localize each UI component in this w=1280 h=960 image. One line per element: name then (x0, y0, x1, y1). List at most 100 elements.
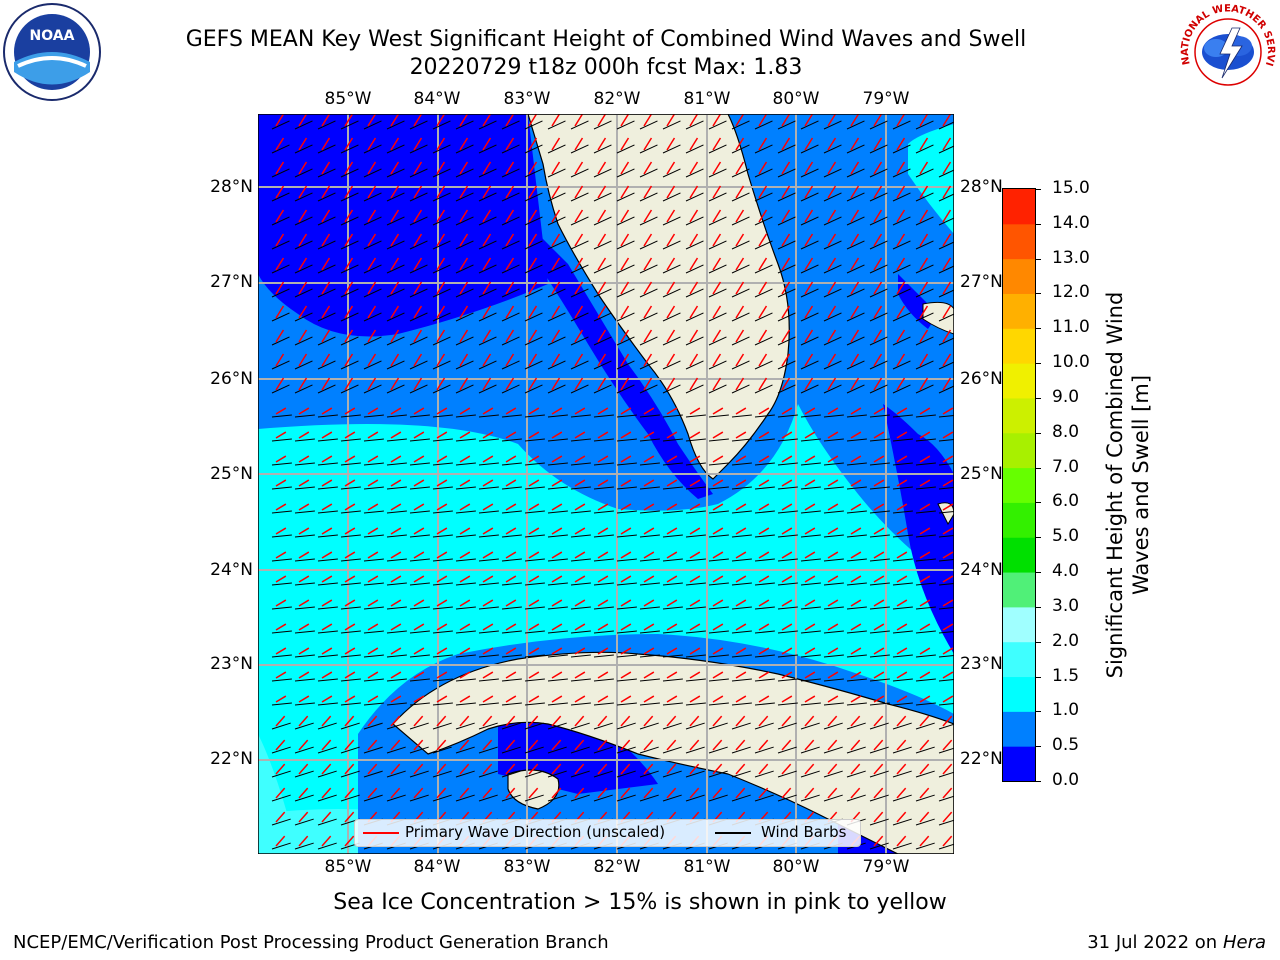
wave-direction-arrow (781, 715, 792, 727)
wind-barb (524, 264, 543, 274)
wind-barb (547, 462, 568, 466)
wind-barb (386, 168, 405, 178)
wind-barb (455, 678, 476, 682)
wind-barb (340, 582, 361, 586)
wave-direction-arrow (390, 551, 402, 559)
wave-direction-arrow (275, 575, 287, 583)
wind-barb (639, 702, 660, 706)
wind-barb (386, 654, 407, 658)
wave-direction-arrow (321, 763, 332, 775)
wind-barb (685, 120, 704, 130)
wind-barb (754, 702, 775, 706)
wave-direction-arrow (275, 329, 285, 343)
wave-direction-arrow (942, 161, 952, 175)
wave-direction-arrow (712, 715, 723, 727)
wind-barb (731, 746, 751, 754)
wind-barb (409, 414, 430, 418)
wind-barb (501, 438, 522, 442)
wind-barb (616, 606, 637, 610)
wave-direction-arrow (712, 479, 724, 487)
wind-barb (455, 794, 475, 802)
wave-direction-arrow (275, 695, 287, 703)
wind-barb (317, 678, 338, 682)
wave-direction-arrow (298, 257, 308, 271)
wave-direction-arrow (344, 835, 355, 847)
wind-barb (777, 240, 796, 250)
wave-direction-arrow (758, 715, 769, 727)
wave-direction-arrow (321, 599, 333, 607)
wind-barb (708, 216, 727, 226)
wind-barb (340, 654, 361, 658)
wave-direction-arrow (390, 479, 402, 487)
x-tick-top: 79°W (862, 89, 910, 109)
wind-barb (317, 120, 336, 130)
wind-barb (409, 264, 428, 274)
wave-direction-arrow (321, 185, 331, 199)
wind-barb (685, 722, 705, 730)
wave-direction-arrow (712, 377, 722, 391)
wind-barb (915, 770, 935, 778)
wave-direction-arrow (482, 503, 494, 511)
wind-barb (754, 534, 775, 538)
wave-direction-arrow (804, 209, 814, 223)
wind-barb (455, 534, 476, 538)
wind-barb (340, 722, 360, 730)
colorbar-tick-mark (1035, 223, 1041, 225)
wind-barb (662, 462, 683, 466)
wave-direction-arrow (689, 599, 701, 607)
wind-barb (708, 770, 728, 778)
wind-barb (685, 534, 706, 538)
wind-barb (892, 722, 912, 730)
wave-direction-arrow (735, 763, 746, 775)
wind-barb (547, 606, 568, 610)
wave-direction-arrow (574, 695, 586, 703)
wind-barb (271, 770, 291, 778)
wind-barb (547, 144, 566, 154)
wave-direction-arrow (321, 503, 333, 511)
wave-direction-arrow (482, 715, 493, 727)
wave-direction-arrow (712, 599, 724, 607)
wave-direction-arrow (827, 551, 839, 559)
wind-barb (616, 702, 637, 706)
wind-barb (800, 336, 819, 346)
wave-direction-arrow (390, 161, 400, 175)
wind-barb (777, 414, 798, 418)
wind-barb (478, 288, 497, 298)
wave-direction-arrow (896, 503, 908, 511)
wind-barb (547, 384, 566, 394)
wave-direction-arrow (275, 185, 285, 199)
colorbar-tick-label: 7.0 (1052, 456, 1080, 477)
wind-barb (846, 240, 865, 250)
wave-direction-arrow (873, 353, 883, 367)
wind-barb (294, 360, 313, 370)
wind-barb (501, 582, 522, 586)
wave-direction-arrow (735, 353, 745, 367)
wave-direction-arrow (413, 305, 423, 319)
wind-barb (547, 120, 566, 130)
wind-barb (547, 534, 568, 538)
wave-direction-arrow (643, 739, 654, 751)
wind-barb (432, 240, 451, 250)
wave-direction-arrow (482, 329, 492, 343)
wind-barb (271, 534, 292, 538)
wind-barb (593, 312, 612, 322)
wave-direction-arrow (620, 527, 632, 535)
wind-barb (892, 486, 913, 490)
wind-barb (294, 288, 313, 298)
wave-direction-arrow (528, 599, 540, 607)
wind-barb (731, 240, 750, 250)
wave-direction-arrow (781, 695, 793, 703)
wind-barb (432, 534, 453, 538)
wind-barb (662, 144, 681, 154)
wind-barb (317, 534, 338, 538)
wind-barb (662, 654, 683, 658)
wave-direction-arrow (597, 407, 609, 415)
colorbar-tick-label: 13.0 (1052, 247, 1090, 268)
wave-direction-arrow (689, 671, 701, 679)
wind-barb (501, 216, 520, 226)
wind-barb (846, 510, 867, 514)
wave-direction-arrow (735, 479, 747, 487)
wind-barb (570, 336, 589, 346)
wave-direction-arrow (574, 763, 585, 775)
wave-direction-arrow (390, 407, 402, 415)
